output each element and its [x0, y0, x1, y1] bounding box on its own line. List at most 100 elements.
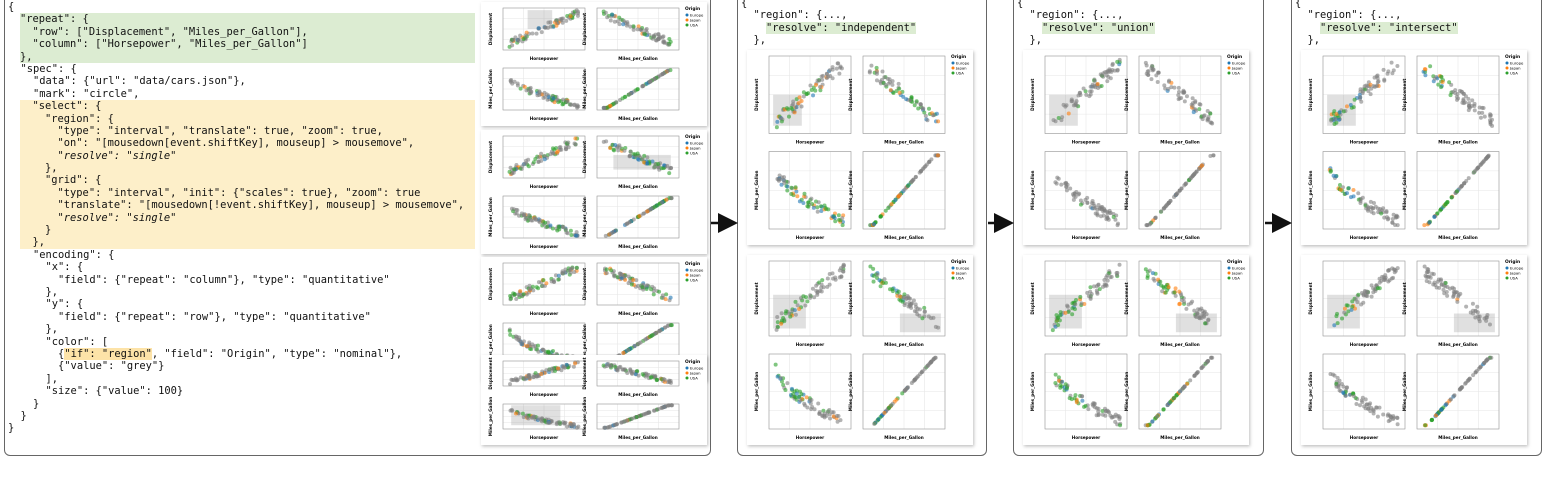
point [550, 151, 555, 156]
x-axis-title: Horsepower [1350, 435, 1379, 440]
point [608, 231, 613, 236]
point [826, 74, 831, 79]
point [1379, 211, 1384, 216]
point [613, 228, 618, 233]
point [1148, 221, 1153, 226]
point [648, 207, 653, 212]
y-axis-title: Displacement [1308, 282, 1313, 314]
point [1478, 365, 1483, 370]
code-text: "region": {..., [741, 9, 848, 22]
point [869, 63, 874, 68]
point [1459, 183, 1464, 188]
point [1371, 286, 1376, 291]
point [536, 155, 541, 160]
point [1073, 298, 1078, 303]
point [809, 88, 814, 93]
y-axis-title: Miles_per_Gallon [1402, 372, 1407, 411]
point [1484, 155, 1489, 160]
point [517, 293, 522, 298]
code-text: { [1295, 0, 1302, 9]
point [1440, 80, 1445, 85]
point [1432, 76, 1437, 81]
point [882, 75, 887, 80]
point [622, 19, 627, 24]
point [1381, 67, 1386, 72]
legend-swatch [1227, 271, 1231, 275]
point [1171, 396, 1176, 401]
point [1382, 215, 1387, 220]
code-text: "field": {"repeat": "row"}, "type": "qua… [8, 310, 371, 323]
point [797, 199, 802, 204]
x-axis-title: Miles_per_Gallon [618, 435, 657, 440]
point [936, 119, 941, 124]
y-axis-title: Displacement [582, 357, 587, 389]
point [797, 306, 802, 311]
point [781, 315, 786, 320]
point [547, 367, 552, 372]
code-block: {"repeat": { "row": ["Displacement", "Mi… [8, 1, 475, 435]
point [801, 200, 806, 205]
point [529, 415, 534, 420]
point [649, 287, 654, 292]
point [604, 271, 609, 276]
point [1457, 186, 1462, 191]
code-text: { [1017, 0, 1024, 9]
point [1086, 407, 1091, 412]
point [827, 272, 832, 277]
point [554, 351, 559, 356]
point [883, 208, 888, 213]
point [509, 407, 514, 412]
point [775, 320, 780, 325]
point [785, 184, 790, 189]
point [518, 375, 523, 380]
point [1423, 73, 1428, 78]
point [668, 166, 673, 171]
point [814, 283, 819, 288]
point [1063, 310, 1068, 315]
point [619, 276, 624, 281]
code-line: "resolve": "intersect" [1295, 21, 1458, 34]
legend-label: Japan [689, 371, 701, 376]
point [1182, 99, 1187, 104]
point [539, 151, 544, 156]
point [934, 111, 939, 116]
plot-frame [862, 151, 946, 230]
point [662, 163, 667, 168]
point [562, 421, 567, 426]
point [626, 274, 631, 279]
point [510, 43, 515, 48]
point [647, 80, 652, 85]
code-text: }, [20, 50, 33, 63]
point [838, 418, 843, 423]
point [514, 296, 519, 301]
point [806, 200, 811, 205]
point [1203, 321, 1208, 326]
legend-title: Origin [685, 6, 700, 12]
code-line: "mark": "circle", [8, 88, 475, 100]
plot-card: Displacement Horsepower Displacement Miles_… [481, 355, 707, 445]
point [660, 293, 665, 298]
legend-swatch [685, 366, 689, 370]
point [1337, 182, 1342, 187]
point [1484, 315, 1489, 320]
point [1340, 316, 1345, 321]
point [634, 414, 639, 419]
x-axis-title: Miles_per_Gallon [1160, 140, 1199, 145]
code-line: "resolve": "union" [1017, 21, 1155, 34]
point [801, 90, 806, 95]
point [507, 169, 512, 174]
point [809, 196, 814, 201]
y-axis-title: Displacement [754, 79, 759, 111]
point [1333, 117, 1338, 122]
code-text: } [8, 422, 15, 435]
point [536, 349, 541, 354]
code-block: { "region": {..., "resolve": "union" }, [1017, 0, 1155, 47]
point [603, 10, 608, 15]
point [818, 204, 823, 209]
y-axis-title: Miles_per_Gallon [1124, 372, 1129, 411]
point [635, 342, 640, 347]
point [1161, 284, 1166, 289]
point [522, 84, 527, 89]
point [528, 286, 533, 291]
point [668, 295, 673, 300]
